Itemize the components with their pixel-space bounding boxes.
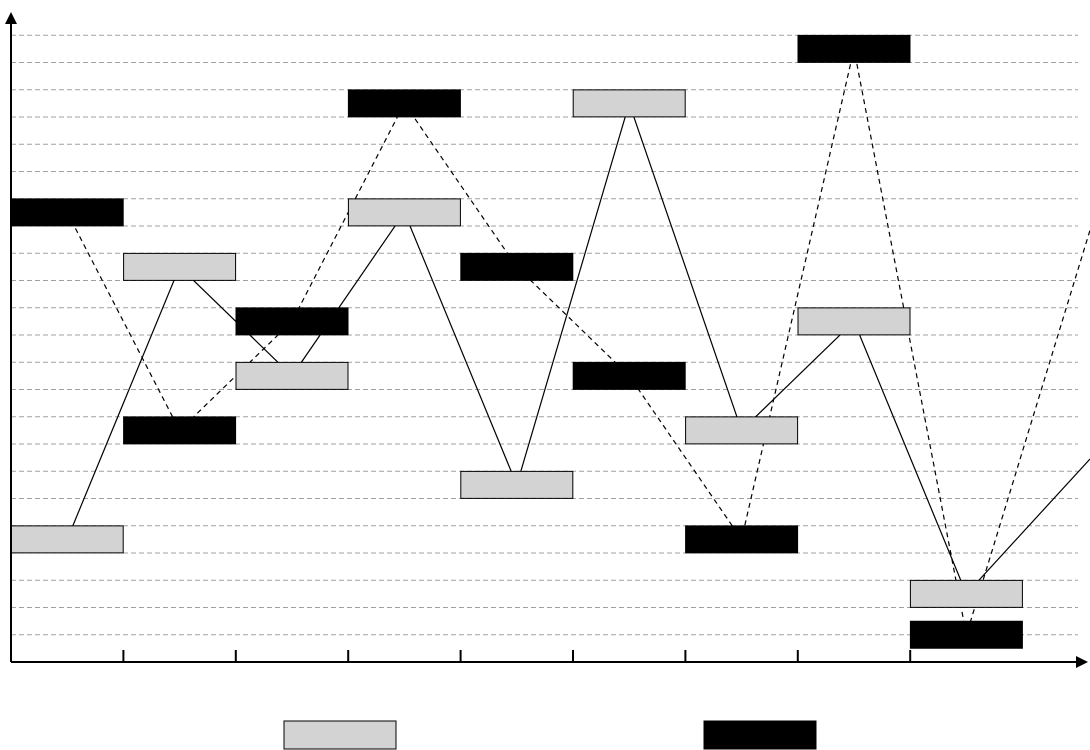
series-1-marker bbox=[909, 579, 1023, 608]
series-1-marker bbox=[235, 361, 349, 390]
series-2-marker bbox=[123, 416, 237, 445]
series-1-marker bbox=[123, 252, 237, 281]
series-2-line bbox=[66, 48, 1090, 635]
series-1-marker bbox=[10, 525, 124, 554]
series-2-marker bbox=[685, 525, 799, 554]
series-markers bbox=[10, 34, 1023, 649]
series-2-marker bbox=[10, 198, 124, 227]
series-1-marker bbox=[460, 470, 574, 499]
series-2-marker bbox=[347, 89, 461, 118]
grid bbox=[11, 34, 1078, 636]
series-2-marker bbox=[797, 34, 911, 63]
series-2-marker bbox=[909, 620, 1023, 649]
series-1-marker bbox=[347, 198, 461, 227]
series-1-marker bbox=[685, 416, 799, 445]
series-1-marker bbox=[797, 307, 911, 336]
legend-swatch-series-1 bbox=[283, 720, 397, 750]
axes bbox=[4, 12, 1088, 668]
series-lines bbox=[66, 48, 1090, 635]
series-1-line bbox=[66, 101, 1090, 596]
legend bbox=[283, 720, 817, 750]
series-2-marker bbox=[235, 307, 349, 336]
series-2-marker bbox=[460, 252, 574, 281]
series-1-marker bbox=[572, 89, 686, 118]
series-2-marker bbox=[572, 361, 686, 390]
legend-swatch-series-2 bbox=[703, 720, 817, 750]
